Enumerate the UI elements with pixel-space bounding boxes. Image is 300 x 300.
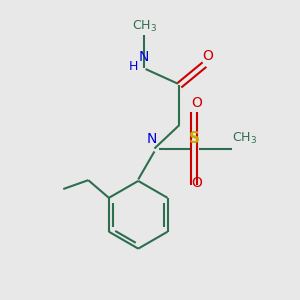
Text: S: S — [189, 131, 200, 146]
Text: CH$_3$: CH$_3$ — [232, 131, 257, 146]
Text: N: N — [146, 132, 157, 145]
Text: H: H — [129, 60, 139, 73]
Text: O: O — [192, 176, 203, 190]
Text: O: O — [202, 49, 213, 63]
Text: N: N — [139, 50, 149, 64]
Text: O: O — [192, 96, 203, 110]
Text: CH$_3$: CH$_3$ — [131, 19, 157, 34]
